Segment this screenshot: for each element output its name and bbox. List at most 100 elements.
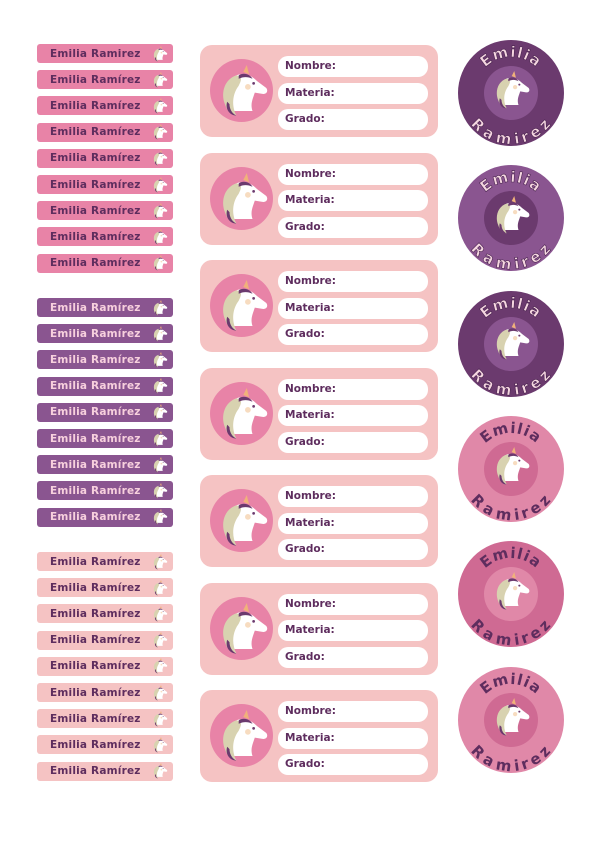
label-name-text: Emilia Ramírez (50, 511, 141, 524)
unicorn-icon (153, 658, 168, 674)
label-name-text: Emilia Ramirez (50, 47, 141, 60)
small-name-label: Emilia Ramírez (37, 507, 173, 527)
unicorn-icon (153, 255, 168, 271)
label-name-text: Emilia Ramírez (50, 257, 141, 270)
school-label: Nombre: Materia: Grado: (200, 475, 438, 567)
label-field: Grado: (278, 539, 428, 560)
unicorn-icon (153, 684, 168, 700)
label-field: Nombre: (278, 701, 428, 722)
unicorn-badge-icon (210, 166, 273, 230)
label-name-text: Emilia Ramírez (50, 301, 141, 314)
unicorn-icon (496, 697, 530, 735)
round-name-sticker: Emilia Ramirez (458, 541, 564, 648)
small-name-label: Emilia Ramírez (37, 735, 173, 755)
unicorn-icon (153, 509, 168, 525)
label-name-text: Emilia Ramírez (50, 432, 141, 445)
label-name-text: Emilia Ramírez (50, 99, 141, 112)
unicorn-icon (153, 45, 168, 61)
small-name-label: Emilia Ramírez (37, 709, 173, 729)
unicorn-icon (496, 196, 530, 234)
unicorn-icon (153, 482, 168, 499)
small-name-label: Emilia Ramírez (37, 376, 173, 396)
small-name-label: Emilia Ramírez (37, 96, 173, 116)
unicorn-icon (496, 572, 530, 610)
unicorn-icon (153, 430, 168, 446)
unicorn-badge-icon (210, 381, 273, 445)
unicorn-badge-icon (210, 274, 273, 337)
unicorn-icon (153, 150, 168, 166)
label-name-text: Emilia Ramírez (50, 686, 141, 699)
label-field: Materia: (278, 190, 428, 211)
unicorn-icon (153, 299, 168, 315)
small-name-label: Emilia Ramírez (37, 656, 173, 676)
unicorn-icon (153, 710, 168, 726)
school-label: Nombre: Materia: Grado: (200, 152, 438, 245)
small-name-label: Emilia Ramírez (37, 402, 173, 422)
small-name-label: Emilia Ramírez (37, 253, 173, 273)
school-label: Nombre: Materia: Grado: (200, 260, 438, 352)
unicorn-icon (153, 632, 168, 648)
unicorn-badge-icon (210, 596, 273, 660)
label-field: Nombre: (278, 378, 428, 400)
unicorn-icon (496, 446, 530, 485)
unicorn-icon (153, 202, 168, 218)
label-name-text: Emilia Ramírez (50, 765, 141, 778)
unicorn-badge-icon (210, 59, 273, 122)
unicorn-icon (153, 736, 168, 753)
unicorn-icon (153, 456, 168, 472)
unicorn-icon (153, 404, 168, 420)
label-name-text: Emilia Ramírez (50, 406, 141, 419)
label-name-text: Emilia Ramírez (50, 484, 141, 497)
label-field: Materia: (278, 512, 428, 534)
label-field: Nombre: (278, 593, 428, 615)
round-name-sticker: Emilia Ramirez (458, 666, 564, 773)
label-field: Grado: (278, 109, 428, 130)
unicorn-icon (153, 553, 168, 569)
small-name-label: Emilia Ramírez (37, 324, 173, 344)
unicorn-badge-icon (210, 489, 273, 552)
small-name-label: Emilia Ramírez (37, 201, 173, 221)
label-name-text: Emilia Ramírez (50, 230, 141, 243)
small-name-label: Emilia Ramírez (37, 122, 173, 142)
label-name-text: Emilia Ramírez (50, 712, 141, 725)
label-field: Grado: (278, 646, 428, 668)
unicorn-icon (153, 763, 168, 779)
label-name-text: Emilia Ramírez (50, 73, 141, 86)
unicorn-icon (153, 228, 168, 245)
label-field: Materia: (278, 405, 428, 426)
small-name-label: Emilia Ramírez (37, 578, 173, 598)
small-name-label: Emilia Ramírez (37, 761, 173, 781)
label-field: Materia: (278, 82, 428, 104)
unicorn-icon (153, 71, 168, 87)
school-label: Nombre: Materia: Grado: (200, 367, 438, 460)
label-name-text: Emilia Ramírez (50, 353, 141, 366)
small-name-label: Emilia Ramírez (37, 481, 173, 501)
label-name-text: Emilia Ramírez (50, 126, 141, 139)
label-field: Nombre: (278, 56, 428, 77)
small-name-label: Emilia Ramírez (37, 350, 173, 370)
label-name-text: Emilia Ramírez (50, 152, 141, 165)
label-name-text: Emilia Ramírez (50, 458, 141, 471)
label-name-text: Emilia Ramírez (50, 634, 141, 647)
unicorn-badge-icon (210, 704, 273, 767)
small-name-label: Emilia Ramírez (37, 175, 173, 194)
small-name-label: Emilia Ramírez (37, 604, 173, 624)
label-field: Materia: (278, 620, 428, 641)
label-field: Nombre: (278, 163, 428, 185)
school-label: Nombre: Materia: Grado: (200, 45, 438, 137)
small-name-label: Emilia Ramírez (37, 227, 173, 247)
unicorn-icon (153, 378, 168, 394)
school-label: Nombre: Materia: Grado: (200, 582, 438, 675)
unicorn-icon (153, 605, 168, 622)
label-field: Grado: (278, 216, 428, 238)
label-name-text: Emilia Ramírez (50, 607, 141, 620)
label-name-text: Emilia Ramírez (50, 738, 141, 751)
label-field: Grado: (278, 431, 428, 453)
unicorn-icon (496, 321, 530, 359)
label-name-text: Emilia Ramírez (50, 555, 141, 568)
small-name-label: Emilia Ramírez (37, 148, 173, 168)
label-name-text: Emilia Ramírez (50, 327, 141, 340)
small-name-label: Emilia Ramírez (37, 70, 173, 90)
round-name-sticker: Emilia Ramirez (458, 290, 564, 397)
unicorn-icon (153, 325, 168, 341)
